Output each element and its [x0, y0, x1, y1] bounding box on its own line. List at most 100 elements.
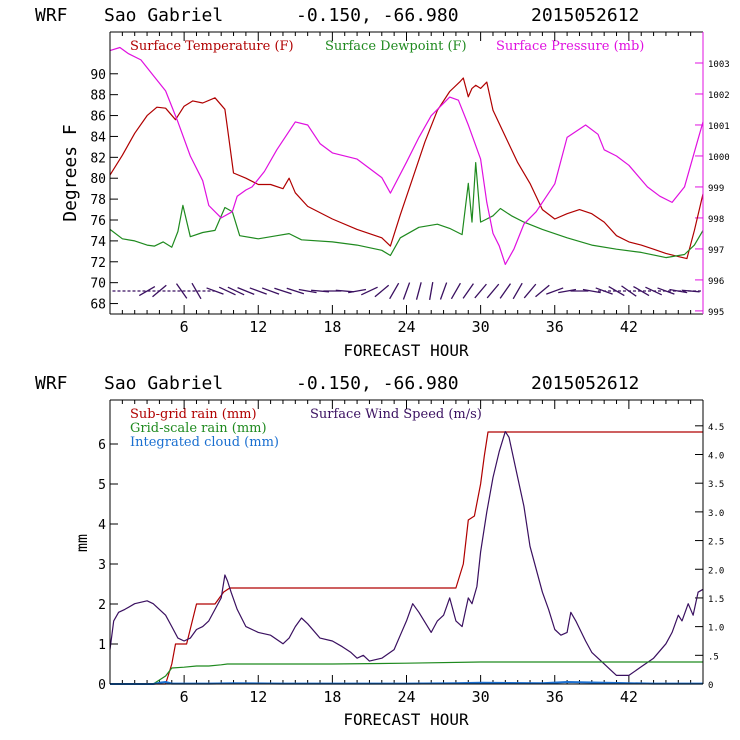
x-tick-label: 30 — [472, 688, 490, 706]
wind-barb — [608, 285, 625, 297]
wind-barbs — [112, 282, 703, 300]
panel1-axis-ticks: 6 12 18 24 30 36 42 68 70 72 74 76 78 80 82 84 86 88 90 995… — [90, 32, 730, 336]
y2-tick-label: 3.0 — [708, 509, 724, 519]
panel2-series — [109, 431, 704, 685]
x-tick-label: 12 — [249, 318, 267, 336]
x-tick-label: 6 — [180, 318, 189, 336]
y-tick-label: 68 — [90, 298, 106, 313]
x-tick-label: 24 — [397, 688, 415, 706]
x-tick-label: 24 — [397, 318, 415, 336]
panel1-title-station: Sao Gabriel — [104, 5, 223, 26]
wind-barb — [261, 287, 280, 295]
wind-barb — [535, 284, 550, 298]
y-tick-label: 72 — [90, 256, 106, 271]
wind-barb — [175, 283, 188, 299]
wind-barb — [633, 285, 650, 297]
x-tick-label: 18 — [323, 318, 341, 336]
y2-tick-label: 1002 — [708, 91, 730, 101]
wind-barb — [486, 283, 500, 299]
wind-barb — [389, 282, 400, 300]
y-tick-label: 86 — [90, 110, 106, 125]
y-tick-label: 5 — [98, 478, 106, 493]
y-tick-label: 88 — [90, 89, 106, 104]
wind-barb — [439, 282, 448, 300]
y-tick-label: 6 — [98, 438, 106, 453]
y2-tick-label: 3.5 — [708, 480, 724, 490]
panel1-title-coords: -0.150, -66.980 — [296, 5, 459, 26]
y2-tick-label: 2.5 — [708, 538, 724, 548]
y-tick-label: 84 — [90, 130, 106, 145]
wind-barb — [249, 287, 267, 295]
y2-tick-label: 2.0 — [708, 566, 724, 576]
y2-tick-label: 999 — [708, 184, 724, 194]
y2-tick-label: 996 — [708, 277, 724, 287]
legend-surface-wind-speed: Surface Wind Speed (m/s) — [310, 407, 482, 422]
y-tick-label: 76 — [90, 214, 106, 229]
wind-barb — [546, 287, 564, 295]
wind-barb — [274, 287, 292, 295]
legend-surface-pressure: Surface Pressure (mb) — [496, 39, 644, 54]
legend-surface-temperature: Surface Temperature (F) — [130, 39, 294, 54]
x-tick-label: 30 — [472, 318, 490, 336]
legend-surface-dewpoint: Surface Dewpoint (F) — [325, 39, 467, 54]
series-line-surface-temperature-f — [109, 77, 704, 260]
panel2-title-coords: -0.150, -66.980 — [296, 373, 459, 394]
wind-barb — [462, 283, 474, 299]
wind-barb — [499, 283, 512, 299]
series-line-sub-grid-rain-mm — [110, 431, 703, 685]
panel1-title-model: WRF — [35, 5, 68, 26]
y-tick-label: 3 — [98, 558, 106, 573]
y2-tick-label: 0 — [708, 681, 713, 691]
series-line-surface-wind-speed-m-s — [109, 431, 704, 677]
panel2-x-axis-label: FORECAST HOUR — [343, 710, 469, 729]
y-tick-label: 1 — [98, 638, 106, 653]
y2-tick-label: .5 — [708, 652, 719, 662]
wind-barb — [558, 288, 577, 294]
panel2-title-run: 2015052612 — [531, 373, 639, 394]
y-tick-label: 82 — [90, 151, 106, 166]
legend-grid-scale-rain: Grid-scale rain (mm) — [130, 421, 267, 436]
y-tick-label: 90 — [90, 68, 106, 83]
wind-barb — [138, 285, 156, 297]
wind-barb — [582, 288, 601, 294]
panel1-x-axis-label: FORECAST HOUR — [343, 341, 469, 360]
x-tick-label: 12 — [249, 688, 267, 706]
legend-integrated-cloud: Integrated cloud (mm) — [130, 435, 279, 450]
y2-tick-label: 1001 — [708, 122, 730, 132]
series-line-grid-scale-rain-mm — [110, 661, 703, 685]
panel2-title-model: WRF — [35, 373, 68, 394]
panel2-title-station: Sao Gabriel — [104, 373, 223, 394]
wind-barb — [348, 288, 367, 294]
panel1-title-run: 2015052612 — [531, 5, 639, 26]
y2-tick-label: 1000 — [708, 153, 730, 163]
panel1-y-axis-label: Degrees F — [60, 124, 81, 222]
wind-barb — [512, 282, 523, 300]
series-line-surface-dewpoint-f — [109, 162, 704, 259]
y2-tick-label: 4.0 — [708, 452, 724, 462]
x-tick-label: 36 — [546, 688, 564, 706]
temperature-panel: WRF Sao Gabriel -0.150, -66.980 20150526… — [35, 5, 730, 360]
wind-barb — [474, 283, 487, 299]
x-tick-label: 36 — [546, 318, 564, 336]
wind-barb — [429, 282, 434, 300]
x-tick-label: 18 — [323, 688, 341, 706]
panel2-axis-ticks: 6 12 18 24 30 36 4201234560.51.01.52.02.53.03.… — [98, 400, 724, 706]
precipitation-panel: WRF Sao Gabriel -0.150, -66.980 20150526… — [35, 373, 724, 729]
y2-tick-label: 1003 — [708, 60, 730, 70]
wind-barb — [191, 282, 202, 300]
wind-barb — [415, 282, 422, 300]
wind-barb — [374, 284, 390, 298]
y2-tick-label: 1.0 — [708, 624, 724, 634]
y2-tick-label: 1.5 — [708, 595, 724, 605]
wind-barb — [206, 287, 224, 295]
y-tick-label: 4 — [98, 518, 106, 533]
y-tick-label: 2 — [98, 598, 106, 613]
wind-barb — [402, 282, 411, 300]
wind-barb — [450, 282, 461, 300]
y2-tick-label: 998 — [708, 215, 724, 225]
y-tick-label: 0 — [98, 678, 106, 693]
wind-barb — [152, 284, 167, 298]
panel2-y-axis-label: mm — [73, 534, 91, 552]
y-tick-label: 74 — [90, 235, 106, 250]
